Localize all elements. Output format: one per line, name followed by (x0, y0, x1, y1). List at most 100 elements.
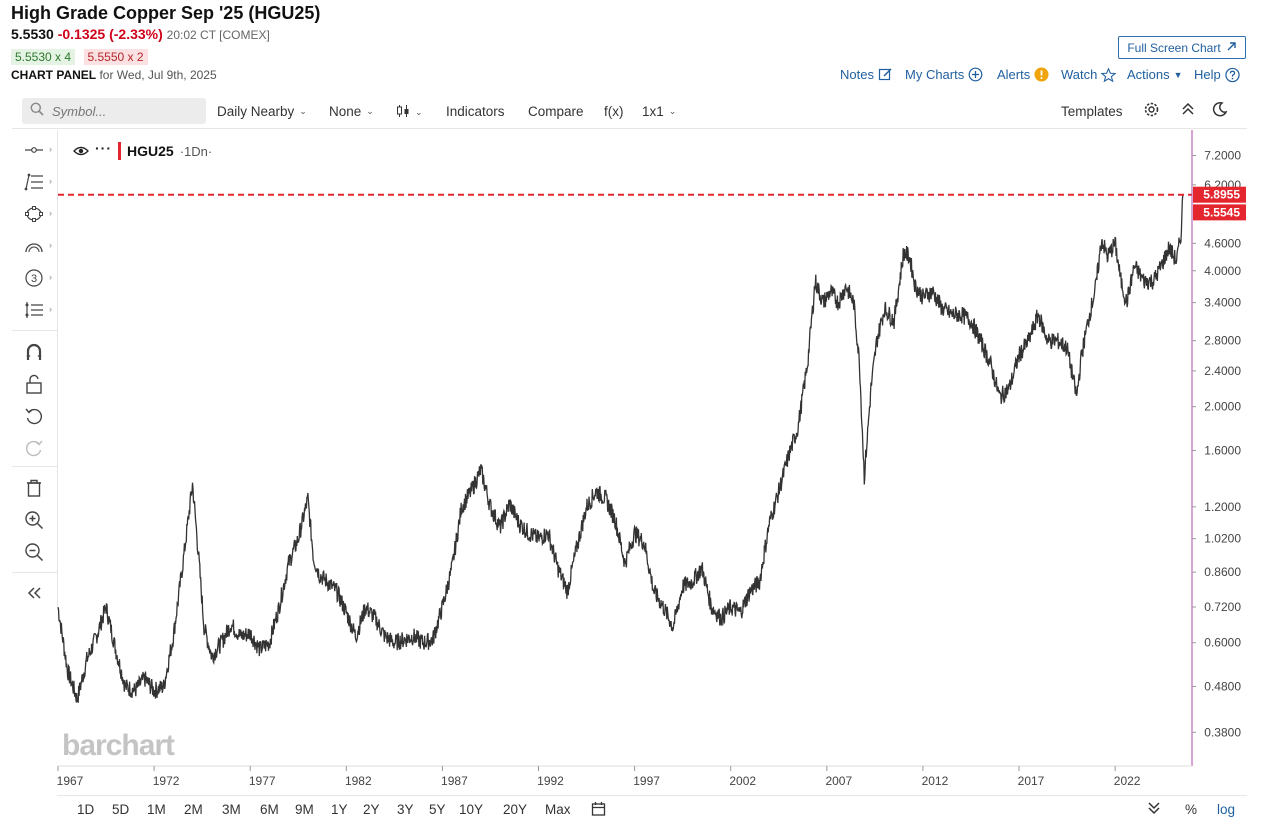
edit-icon (878, 67, 893, 82)
notes-link[interactable]: Notes (840, 67, 893, 82)
price-change: -0.1325 (-2.33%) (57, 26, 163, 42)
help-link[interactable]: Help (1194, 67, 1240, 82)
arc-tool-icon[interactable] (22, 234, 46, 258)
percent-scale-button[interactable]: % (1185, 802, 1198, 817)
actions-menu[interactable]: Actions ▼ (1127, 67, 1183, 82)
more-options-icon[interactable]: ··· (95, 140, 112, 156)
x-tick-label: 2017 (1018, 774, 1045, 788)
range-button-1m[interactable]: 1M (147, 802, 166, 817)
price-tag-label: 5.5545 (1203, 205, 1240, 219)
bid-ask: 5.5530 x 4 5.5550 x 2 (11, 48, 152, 66)
range-button-3y[interactable]: 3Y (397, 802, 414, 817)
watch-link[interactable]: Watch (1061, 66, 1117, 82)
expand-down-icon[interactable] (1147, 801, 1161, 818)
magnet-icon[interactable] (22, 340, 46, 364)
range-button-9m[interactable]: 9M (295, 802, 314, 817)
none-dropdown[interactable]: None ⌄ (329, 104, 374, 119)
y-tick-label: 3.4000 (1204, 296, 1241, 310)
layout-label: 1x1 (642, 104, 664, 119)
bid-chip: 5.5530 x 4 (11, 49, 76, 65)
barchart-watermark: barchart (62, 729, 175, 762)
quote-time: 20:02 CT [COMEX] (166, 28, 270, 42)
compare-button[interactable]: Compare (528, 104, 584, 119)
notes-label: Notes (840, 67, 874, 82)
drawing-tools-sidebar: › › › › 3 › › (12, 130, 58, 610)
y-tick-label: 2.0000 (1204, 400, 1241, 414)
x-tick-label: 1992 (537, 774, 564, 788)
alerts-link[interactable]: Alerts (997, 67, 1049, 82)
my-charts-link[interactable]: My Charts (905, 67, 983, 82)
range-bar: 1D 5D 1M 2M 3M 6M 9M 1Y 2Y 3Y 5Y 10Y 20Y Max % log (57, 795, 1247, 824)
help-label: Help (1194, 67, 1221, 82)
y-tick-label: 1.2000 (1204, 500, 1241, 514)
elliott-wave-tool-icon[interactable]: 3 (22, 266, 46, 290)
range-button-5d[interactable]: 5D (112, 802, 130, 817)
y-tick-label: 0.4800 (1204, 679, 1241, 693)
chevron-right-icon: › (49, 144, 52, 154)
series-color-swatch (118, 142, 121, 160)
chevron-down-icon: ⌄ (415, 107, 423, 117)
range-button-6m[interactable]: 6M (260, 802, 279, 817)
chart-panel-heading: CHART PANEL for Wed, Jul 9th, 2025 (11, 68, 217, 82)
unlock-icon[interactable] (22, 372, 46, 396)
collapse-left-icon[interactable] (22, 581, 46, 605)
collapse-up-icon[interactable] (1181, 102, 1195, 116)
eye-icon[interactable] (73, 143, 89, 159)
bar-type-dropdown[interactable]: ⌄ (396, 104, 423, 121)
help-circle-icon (1225, 67, 1240, 82)
log-scale-button[interactable]: log (1217, 802, 1236, 817)
trash-icon[interactable] (22, 476, 46, 500)
dark-mode-icon[interactable] (1212, 101, 1228, 117)
chevron-right-icon: › (49, 176, 52, 186)
line-tool-icon[interactable] (22, 138, 46, 162)
y-tick-label: 2.8000 (1204, 334, 1241, 348)
x-tick-label: 2022 (1114, 774, 1141, 788)
x-tick-label: 2007 (825, 774, 852, 788)
chevron-down-icon: ⌄ (668, 106, 677, 116)
interval-dropdown[interactable]: Daily Nearby ⌄ (217, 104, 307, 119)
price-tag-bg (1193, 204, 1246, 221)
price-series-line (57, 194, 1184, 703)
indicators-button[interactable]: Indicators (446, 104, 505, 119)
range-button-1y[interactable]: 1Y (331, 802, 348, 817)
alert-icon (1034, 67, 1049, 82)
shape-tool-icon[interactable] (22, 202, 46, 226)
chart-toolbar: Daily Nearby ⌄ None ⌄ ⌄ Indicators Compa… (12, 96, 1247, 129)
divider (12, 330, 57, 331)
x-tick-label: 1977 (249, 774, 276, 788)
quote-line: 5.5530 -0.1325 (-2.33%) 20:02 CT [COMEX] (11, 26, 270, 42)
range-button-2m[interactable]: 2M (184, 802, 203, 817)
symbol-input[interactable] (50, 102, 194, 120)
range-button-20y[interactable]: 20Y (503, 802, 528, 817)
function-button[interactable]: f(x) (604, 104, 624, 119)
chevron-down-icon: ▼ (1173, 69, 1183, 80)
calendar-icon[interactable] (591, 801, 606, 819)
measure-tool-icon[interactable] (22, 298, 46, 322)
fibonacci-tool-icon[interactable] (22, 170, 46, 194)
settings-icon[interactable] (1143, 101, 1160, 118)
range-button-max[interactable]: Max (545, 802, 571, 817)
zoom-out-icon[interactable] (22, 540, 46, 564)
layout-dropdown[interactable]: 1x1 ⌄ (642, 104, 676, 119)
range-button-2y[interactable]: 2Y (363, 802, 380, 817)
range-button-5y[interactable]: 5Y (429, 802, 446, 817)
redo-icon[interactable] (22, 436, 46, 460)
range-button-10y[interactable]: 10Y (459, 802, 484, 817)
symbol-search[interactable] (22, 98, 206, 124)
panel-date: for Wed, Jul 9th, 2025 (99, 68, 217, 82)
range-button-1d[interactable]: 1D (77, 802, 95, 817)
range-button-3m[interactable]: 3M (222, 802, 241, 817)
x-tick-label: 1982 (345, 774, 372, 788)
full-screen-chart-button[interactable]: Full Screen Chart (1118, 36, 1246, 59)
search-icon (30, 102, 44, 121)
zoom-in-icon[interactable] (22, 508, 46, 532)
templates-button[interactable]: Templates (1061, 104, 1123, 119)
price-tag-label: 5.8955 (1203, 188, 1240, 202)
series-legend[interactable]: ··· HGU25 ·1Dn· (73, 140, 212, 160)
y-tick-label: 2.4000 (1204, 364, 1241, 378)
y-tick-label: 0.6000 (1204, 636, 1241, 650)
undo-icon[interactable] (22, 404, 46, 428)
candlestick-icon (396, 104, 410, 121)
last-price: 5.5530 (11, 26, 54, 42)
